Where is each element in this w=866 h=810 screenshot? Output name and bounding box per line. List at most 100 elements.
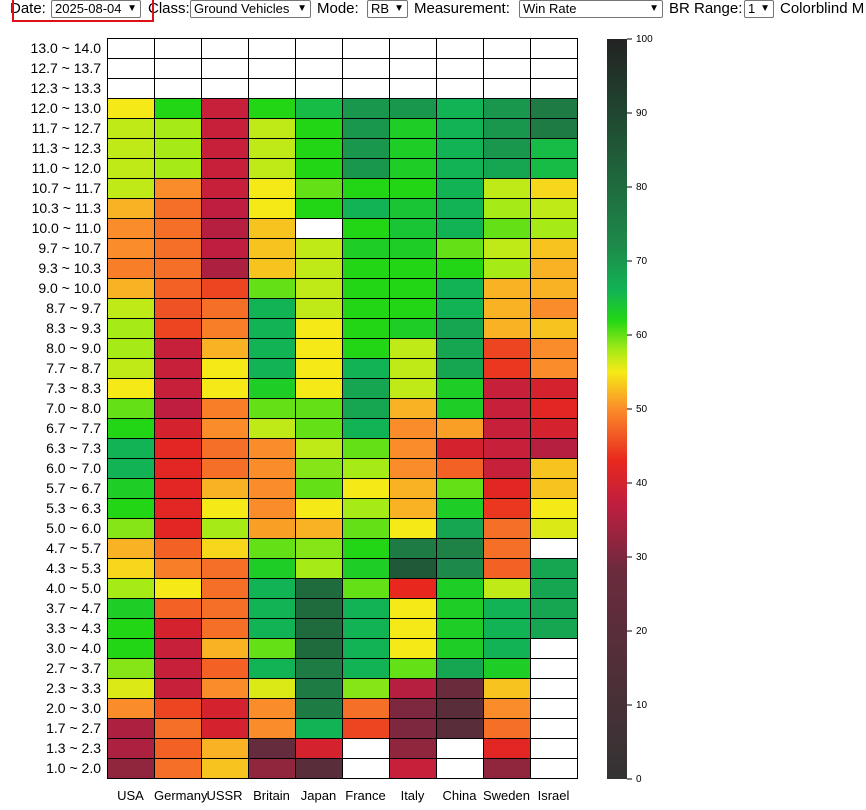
- heatmap-cell: [201, 678, 249, 699]
- heatmap-cell: [295, 298, 343, 319]
- heatmap-cell: [154, 518, 202, 539]
- heatmap-cell: [107, 658, 155, 679]
- y-tick-label: 10.7 ~ 11.7: [31, 180, 101, 196]
- heatmap-cell: [389, 678, 437, 699]
- heatmap-cell: [389, 418, 437, 439]
- heatmap-cell: [389, 218, 437, 239]
- heatmap-cell: [248, 58, 296, 79]
- heatmap-cell: [154, 278, 202, 299]
- heatmap-cell: [483, 558, 531, 579]
- x-tick-label: Israel: [537, 788, 570, 803]
- colorbar-legend: 0 10 20 30 40 50 60 70 80 90 100: [607, 34, 653, 785]
- heatmap-cell: [389, 598, 437, 619]
- heatmap-cell: [483, 238, 531, 259]
- heatmap-cell: [530, 278, 578, 299]
- heatmap-cell: [107, 698, 155, 719]
- heatmap-cell: [107, 558, 155, 579]
- mode-value: RB: [371, 1, 390, 16]
- heatmap-cell: [530, 298, 578, 319]
- heatmap-cell: [389, 58, 437, 79]
- heatmap-cell: [107, 718, 155, 739]
- heatmap-cell: [154, 58, 202, 79]
- heatmap-cell: [436, 178, 484, 199]
- heatmap-cell: [342, 278, 390, 299]
- heatmap-cell: [154, 118, 202, 139]
- x-tick-label: USSR: [206, 788, 243, 803]
- heatmap-cell: [530, 758, 578, 779]
- heatmap-cell: [530, 358, 578, 379]
- measurement-select[interactable]: Win Rate ▼: [519, 0, 663, 18]
- heatmap-cell: [154, 358, 202, 379]
- heatmap-cell: [389, 158, 437, 179]
- heatmap-cell: [483, 38, 531, 59]
- heatmap-cell: [201, 338, 249, 359]
- heatmap-cell: [342, 578, 390, 599]
- heatmap-cell: [436, 558, 484, 579]
- heatmap-cell: [154, 678, 202, 699]
- y-tick-label: 9.7 ~ 10.7: [38, 240, 101, 256]
- heatmap-cell: [295, 718, 343, 739]
- heatmap-cell: [530, 398, 578, 419]
- heatmap-cell: [295, 438, 343, 459]
- heatmap-cell: [295, 538, 343, 559]
- heatmap-cell: [248, 138, 296, 159]
- heatmap-cell: [201, 138, 249, 159]
- heatmap-cell: [295, 278, 343, 299]
- heatmap-cell: [201, 58, 249, 79]
- heatmap-cell: [295, 678, 343, 699]
- heatmap-cell: [107, 138, 155, 159]
- heatmap-cell: [248, 678, 296, 699]
- colorbar-tick-label: 20: [636, 626, 648, 637]
- heatmap-cell: [389, 658, 437, 679]
- heatmap-cell: [436, 438, 484, 459]
- heatmap-cell: [248, 538, 296, 559]
- heatmap-cell: [530, 718, 578, 739]
- heatmap-cell: [107, 278, 155, 299]
- heatmap-cell: [248, 358, 296, 379]
- heatmap-cell: [154, 398, 202, 419]
- heatmap-cell: [342, 418, 390, 439]
- heatmap-cell: [530, 598, 578, 619]
- heatmap-cell: [201, 178, 249, 199]
- heatmap-cell: [436, 198, 484, 219]
- class-select[interactable]: Ground Vehicles ▼: [190, 0, 311, 18]
- y-tick-label: 10.0 ~ 11.0: [31, 220, 101, 236]
- colorblind-mode-label[interactable]: Colorblind M: [780, 0, 865, 17]
- heatmap-cell: [248, 738, 296, 759]
- br-range-select[interactable]: 1 ▼: [744, 0, 774, 18]
- heatmap-cell: [530, 258, 578, 279]
- heatmap-cell: [107, 98, 155, 119]
- heatmap-cell: [436, 258, 484, 279]
- heatmap-cell: [483, 218, 531, 239]
- heatmap-cell: [201, 418, 249, 439]
- mode-select[interactable]: RB ▼: [367, 0, 408, 18]
- heatmap-cell: [389, 278, 437, 299]
- heatmap-cell: [436, 378, 484, 399]
- heatmap-cell: [295, 38, 343, 59]
- heatmap-cell: [248, 118, 296, 139]
- heatmap-cell: [389, 558, 437, 579]
- heatmap-cell: [389, 718, 437, 739]
- heatmap-cell: [201, 638, 249, 659]
- heatmap-cell: [248, 618, 296, 639]
- heatmap-cell: [248, 278, 296, 299]
- heatmap-cell: [248, 178, 296, 199]
- heatmap-cell: [436, 158, 484, 179]
- heatmap-cell: [483, 58, 531, 79]
- heatmap-cell: [436, 718, 484, 739]
- y-tick-label: 12.7 ~ 13.7: [30, 60, 101, 76]
- heatmap-cell: [201, 558, 249, 579]
- heatmap-cell: [483, 458, 531, 479]
- heatmap-cell: [295, 318, 343, 339]
- date-select[interactable]: 2025-08-04 ▼: [51, 0, 141, 18]
- heatmap-cell: [342, 718, 390, 739]
- heatmap-cell: [154, 298, 202, 319]
- heatmap-cell: [248, 598, 296, 619]
- heatmap-cell: [295, 198, 343, 219]
- heatmap-cell: [342, 558, 390, 579]
- y-tick-label: 7.7 ~ 8.7: [46, 360, 101, 376]
- heatmap-cell: [436, 698, 484, 719]
- heatmap-cell: [295, 658, 343, 679]
- heatmap-cell: [436, 658, 484, 679]
- heatmap-cell: [530, 558, 578, 579]
